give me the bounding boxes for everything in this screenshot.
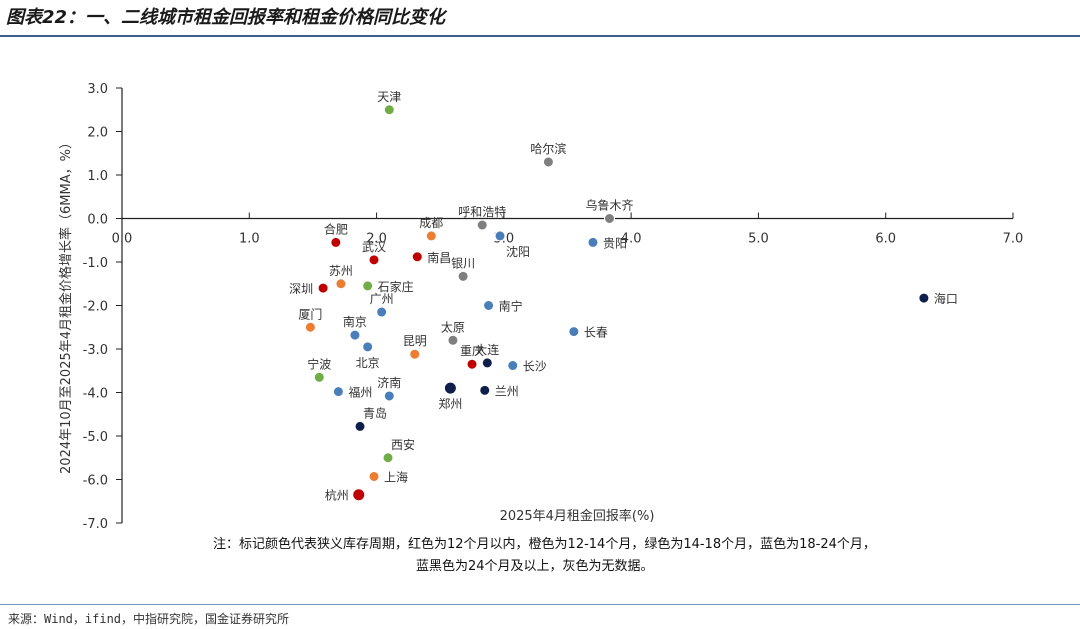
x-axis-label: 2025年4月租金回报率(%) xyxy=(500,508,655,524)
data-point xyxy=(362,280,374,292)
x-tick-label: 6.0 xyxy=(875,232,896,247)
data-point xyxy=(568,326,580,338)
point-label: 南宁 xyxy=(499,299,523,314)
point-label: 成都 xyxy=(419,216,443,230)
x-tick-label: 7.0 xyxy=(1003,232,1024,247)
source-note: 来源：Wind，ifind，中指研究院，国金证券研究所 xyxy=(8,612,290,626)
point-label: 太原 xyxy=(441,319,465,334)
point-label: 南昌 xyxy=(427,250,451,265)
y-tick-label: -2.0 xyxy=(83,300,108,315)
point-label: 南京 xyxy=(343,314,367,329)
data-point xyxy=(483,300,495,311)
x-tick-label: 2.0 xyxy=(366,232,387,247)
point-label: 石家庄 xyxy=(378,279,414,294)
title-divider xyxy=(0,35,1080,37)
data-point xyxy=(476,219,488,231)
y-tick-label: -3.0 xyxy=(83,343,108,358)
data-point xyxy=(330,236,342,248)
point-label: 乌鲁木齐 xyxy=(585,198,633,213)
data-point xyxy=(481,357,493,369)
data-point xyxy=(383,104,395,116)
data-point xyxy=(317,282,329,294)
y-tick-label: -5.0 xyxy=(83,430,108,445)
point-label: 苏州 xyxy=(329,264,353,278)
y-axis-label: 2024年10月至2025年4月租金价格增长率（6MMA，%） xyxy=(58,136,74,474)
y-tick-label: -6.0 xyxy=(83,474,108,489)
point-label: 呼和浩特 xyxy=(458,204,506,219)
page-title: 图表22：一、二线城市租金回报率和租金价格同比变化 xyxy=(6,7,446,28)
point-label: 广州 xyxy=(370,292,394,306)
point-label: 济南 xyxy=(377,375,401,390)
data-point xyxy=(443,381,457,395)
x-tick-label: 4.0 xyxy=(621,232,642,247)
y-tick-label: -4.0 xyxy=(83,387,108,402)
data-point xyxy=(354,420,366,432)
point-label: 深圳 xyxy=(289,282,313,296)
data-point xyxy=(479,384,491,396)
data-point xyxy=(494,230,506,242)
data-point xyxy=(457,270,469,282)
point-label: 宁波 xyxy=(307,356,331,371)
data-point xyxy=(332,386,344,398)
point-label: 海口 xyxy=(934,291,958,306)
data-point xyxy=(447,334,459,346)
data-point xyxy=(507,360,519,372)
point-label: 厦门 xyxy=(298,306,322,321)
data-point xyxy=(376,306,388,318)
footer-divider xyxy=(0,604,1080,605)
x-tick-label: 0.0 xyxy=(112,232,133,247)
point-label: 杭州 xyxy=(325,488,349,503)
data-point xyxy=(411,251,423,263)
chart-note-line-2: 蓝黑色为24个月及以上，灰色为无数据。 xyxy=(416,559,654,574)
data-point xyxy=(918,292,930,304)
x-tick-label: 1.0 xyxy=(239,232,260,247)
point-label: 郑州 xyxy=(438,396,462,411)
data-point xyxy=(368,470,380,482)
point-label: 武汉 xyxy=(362,240,386,254)
data-point xyxy=(349,329,361,341)
data-point xyxy=(542,156,554,168)
point-label: 沈阳 xyxy=(506,244,530,259)
point-label: 西安 xyxy=(391,437,415,452)
data-point xyxy=(368,254,380,266)
y-tick-label: 0.0 xyxy=(87,213,108,228)
axes: 3.0 2.0 1.0 0.0 -1.0 -2.0 -3.0 -4.0 -5.0 -6.0 -7.0… xyxy=(83,82,1024,532)
chart-note-line-1: 注：标记颜色代表狭义库存周期，红色为12个月以内，橙色为12-14个月，绿色为1… xyxy=(213,537,876,552)
data-point xyxy=(587,236,599,248)
point-label: 银川 xyxy=(451,256,475,270)
data-point xyxy=(352,488,366,502)
point-label: 福州 xyxy=(348,385,372,400)
y-tick-label: -7.0 xyxy=(83,517,108,532)
x-tick-label: 5.0 xyxy=(748,232,769,247)
data-point xyxy=(409,348,421,360)
point-label: 长沙 xyxy=(523,360,547,374)
data-point xyxy=(362,341,374,353)
y-tick-label: -1.0 xyxy=(83,256,108,271)
data-point xyxy=(425,230,437,242)
point-label: 长春 xyxy=(584,326,608,340)
point-label: 上海 xyxy=(384,469,408,484)
y-tick-label: 2.0 xyxy=(87,126,108,141)
point-label: 兰州 xyxy=(495,384,519,398)
point-label: 哈尔滨 xyxy=(530,141,566,156)
data-point xyxy=(604,213,616,224)
data-point xyxy=(383,390,395,402)
point-label: 北京 xyxy=(356,356,380,370)
point-label: 大连 xyxy=(475,342,499,357)
point-label: 昆明 xyxy=(403,334,427,348)
point-label: 青岛 xyxy=(363,405,387,420)
point-label: 贵阳 xyxy=(603,236,627,250)
data-point xyxy=(466,358,478,370)
data-point xyxy=(313,371,325,383)
data-point xyxy=(382,452,394,464)
point-label: 天津 xyxy=(377,90,401,104)
scatter-chart: 3.0 2.0 1.0 0.0 -1.0 -2.0 -3.0 -4.0 -5.0 -6.0 -7.0… xyxy=(58,82,1024,532)
data-point xyxy=(335,278,347,290)
point-label: 重庆 xyxy=(460,344,484,358)
y-tick-label: 1.0 xyxy=(87,169,108,184)
point-label: 合肥 xyxy=(324,221,348,236)
y-tick-label: 3.0 xyxy=(87,82,108,97)
data-point xyxy=(304,321,316,333)
